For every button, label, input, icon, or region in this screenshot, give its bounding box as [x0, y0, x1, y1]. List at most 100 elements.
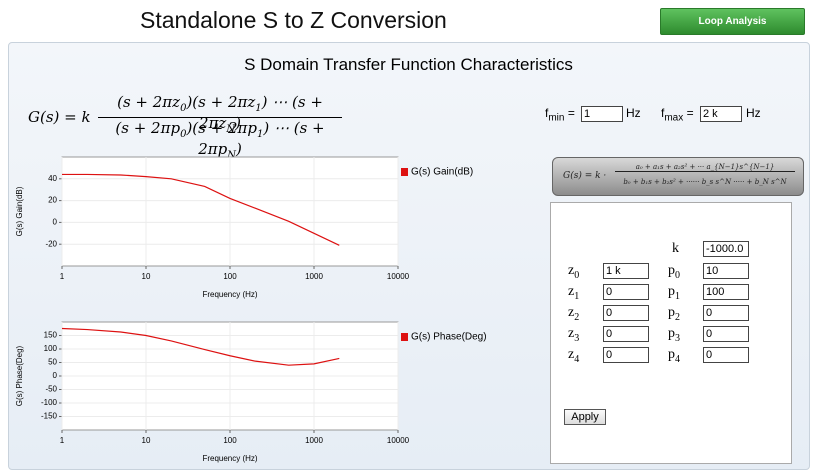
- formula-text: (s + 2πz: [117, 93, 181, 111]
- y-tick-label: 0: [53, 371, 58, 380]
- formula-sub: N: [227, 150, 236, 161]
- legend-swatch: [401, 168, 408, 176]
- x-tick-label: 10000: [387, 272, 410, 281]
- formula-text: ) ⋯ (s + 2πp: [198, 119, 325, 158]
- zeros-input[interactable]: 0: [603, 284, 649, 300]
- formula-text: ): [235, 114, 241, 132]
- y-axis-label: G(s) Phase(Deg): [15, 345, 24, 406]
- label: p: [668, 326, 675, 341]
- formula-text: )(s + 2πp: [186, 119, 257, 137]
- poles-input[interactable]: 0: [703, 305, 749, 321]
- poly-lhs: G(s) = k ·: [563, 171, 607, 181]
- label: z: [568, 326, 575, 341]
- y-tick-label: -50: [45, 385, 57, 394]
- legend-label: G(s) Phase(Deg): [411, 332, 487, 343]
- poly-numerator: a₀ + a₁s + a₂s² + ··· a_{N−1}s^{N−1}: [615, 163, 795, 172]
- formula-denominator: (s + 2πp0)(s + 2πp1) ⋯ (s + 2πpN): [100, 119, 340, 161]
- poles-input[interactable]: 10: [703, 263, 749, 279]
- label-sub: 0: [574, 269, 580, 281]
- line: [61, 327, 340, 366]
- zeros-label: z4: [568, 347, 579, 365]
- f: f: [661, 106, 665, 120]
- label: p: [668, 263, 675, 278]
- y-tick-label: 100: [44, 344, 58, 353]
- y-tick-label: 50: [48, 358, 57, 367]
- label: p: [668, 284, 675, 299]
- legend-swatch: [401, 333, 408, 341]
- formula-text: ): [235, 140, 242, 158]
- poles-label: p1: [668, 284, 680, 302]
- sub: min: [548, 112, 565, 124]
- label: p: [668, 347, 675, 362]
- y-tick-label: -100: [41, 398, 58, 407]
- label-sub: 2: [675, 311, 680, 323]
- y-tick-label: 20: [48, 196, 57, 205]
- legend-label: G(s) Gain(dB): [411, 167, 473, 178]
- poly-denominator: b₀ + b₁s + b₂s² + ······ b_s s^N ····· +…: [623, 178, 787, 186]
- formula-text: )(s + 2πz: [186, 93, 256, 111]
- charts: -20 0 20 40 1 1 0 100 1000 10000 Frequency (Hz) G(s…: [15, 156, 487, 463]
- poles-label: p2: [668, 305, 680, 323]
- zeros-input[interactable]: 0: [603, 326, 649, 342]
- zeros-label: z0: [568, 263, 579, 281]
- sub: max: [664, 112, 684, 124]
- x-axis-label: Frequency (Hz): [202, 290, 257, 299]
- x-tick-label: 100: [223, 272, 237, 281]
- label: z: [568, 284, 575, 299]
- poles-input[interactable]: 0: [703, 347, 749, 363]
- x-tick-label: 1: [60, 436, 65, 445]
- formula-sub: 1: [255, 103, 262, 114]
- zeros-input[interactable]: 0: [603, 305, 649, 321]
- k-label: k: [672, 241, 679, 256]
- poles-input[interactable]: 100: [703, 284, 749, 300]
- x-tick-label: 1000: [305, 436, 323, 445]
- y-tick-label: -20: [45, 239, 57, 248]
- k-input[interactable]: -1000.0: [703, 241, 749, 257]
- label-sub: 3: [675, 332, 680, 344]
- apply-button[interactable]: Apply: [564, 409, 606, 425]
- label-sub: 4: [574, 353, 580, 365]
- fraction-bar: [98, 117, 342, 118]
- fmin-input[interactable]: 1: [581, 106, 623, 122]
- x-tick-label: 1000: [305, 272, 323, 281]
- y-tick-label: 40: [48, 174, 57, 183]
- eq: =: [686, 106, 694, 120]
- fmin-unit: Hz: [626, 106, 641, 120]
- line: [62, 173, 340, 246]
- formula-sub: 1: [256, 129, 264, 140]
- f: f: [545, 106, 549, 120]
- y-tick-label: 0: [53, 218, 58, 227]
- page-title: Standalone S to Z Conversion: [140, 7, 447, 33]
- fmax-label: fmax =: [661, 106, 694, 123]
- formula-sub: N: [226, 124, 236, 135]
- formula-text: ) ⋯ (s + 2πz: [199, 93, 323, 132]
- x-axis-label: Frequency (Hz): [202, 454, 257, 463]
- fmax-input[interactable]: 2 k: [700, 106, 742, 122]
- label-sub: 4: [675, 353, 680, 365]
- eq: =: [567, 106, 575, 120]
- zeros-label: z3: [568, 326, 579, 344]
- zeros-label: z2: [568, 305, 579, 323]
- label-sub: 1: [574, 290, 580, 302]
- zeros-label: z1: [568, 284, 579, 302]
- fmin-label: fmin =: [545, 106, 575, 123]
- formula-lhs: G(s) = k: [28, 108, 91, 126]
- label-sub: 2: [574, 311, 580, 323]
- loop-analysis-button[interactable]: Loop Analysis: [660, 8, 805, 35]
- poles-input[interactable]: 0: [703, 326, 749, 342]
- y-tick-label: 150: [44, 331, 58, 340]
- x-tick-label: 1: [60, 272, 65, 281]
- formula-numerator: (s + 2πz0)(s + 2πz1) ⋯ (s + 2πzN): [100, 93, 340, 135]
- label-sub: 0: [675, 269, 680, 281]
- zeros-input[interactable]: 1 k: [603, 263, 649, 279]
- polynomial-button[interactable]: G(s) = k · a₀ + a₁s + a₂s² + ··· a_{N−1}…: [552, 157, 804, 196]
- poles-label: p3: [668, 326, 680, 344]
- zeros-input[interactable]: 0: [603, 347, 649, 363]
- x-tick-label: 100: [223, 436, 237, 445]
- poles-label: p4: [668, 347, 680, 365]
- fmax-unit: Hz: [746, 106, 761, 120]
- label-sub: 3: [574, 332, 580, 344]
- x-tick-label: 10000: [387, 436, 410, 445]
- section-title: S Domain Transfer Function Characteristi…: [244, 55, 573, 74]
